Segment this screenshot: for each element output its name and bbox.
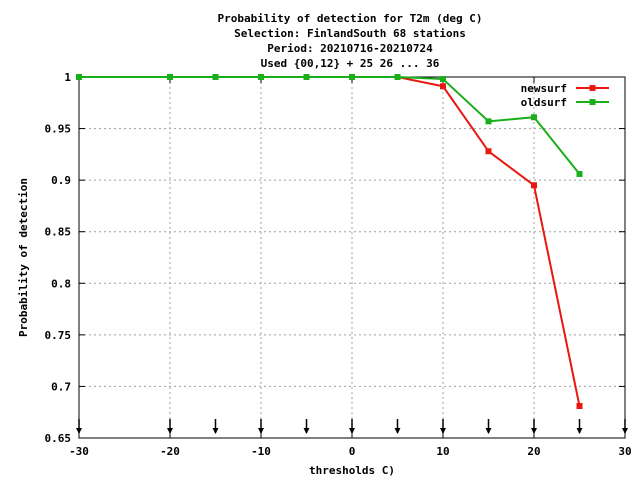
y-tick-label: 0.8 — [51, 277, 71, 290]
data-point-newsurf — [440, 83, 446, 90]
threshold-arrow-head — [440, 428, 446, 434]
data-point-newsurf — [485, 148, 492, 155]
threshold-arrow-head — [76, 428, 82, 434]
y-tick-label: 0.9 — [51, 174, 71, 187]
threshold-arrow-head — [531, 428, 537, 434]
threshold-arrow-head — [303, 428, 310, 434]
x-axis-label: thresholds C) — [309, 464, 395, 477]
threshold-arrow-head — [576, 428, 583, 434]
threshold-arrow-head — [485, 428, 492, 434]
data-point-newsurf — [531, 182, 537, 189]
data-point-oldsurf — [76, 74, 82, 80]
threshold-arrow-head — [258, 428, 264, 434]
x-tick-label: 10 — [436, 445, 449, 458]
x-tick-label: 30 — [618, 445, 631, 458]
x-tick-label: -30 — [69, 445, 89, 458]
y-tick-label: 0.7 — [51, 380, 71, 393]
threshold-arrow-head — [349, 428, 355, 434]
threshold-arrow-head — [167, 428, 173, 434]
threshold-arrow-head — [212, 428, 219, 434]
series — [76, 74, 583, 410]
legend-marker-oldsurf — [589, 99, 596, 105]
data-point-oldsurf — [349, 74, 355, 80]
threshold-arrow-head — [622, 428, 628, 434]
x-tick-label: -10 — [251, 445, 271, 458]
series-line-newsurf — [79, 76, 581, 407]
legend-label-newsurf: newsurf — [521, 82, 567, 95]
title-line: Selection: FinlandSouth 68 stations — [234, 27, 466, 40]
data-point-oldsurf — [576, 170, 583, 177]
threshold-arrow-head — [394, 428, 401, 434]
y-tick-label: 0.95 — [45, 123, 72, 136]
x-tick-label: 0 — [349, 445, 356, 458]
title-line: Period: 20210716-20210724 — [267, 42, 433, 55]
data-point-oldsurf — [258, 74, 264, 80]
threshold-arrows — [76, 419, 628, 434]
data-point-newsurf — [576, 403, 583, 410]
data-point-oldsurf — [485, 118, 492, 125]
data-point-oldsurf — [212, 74, 219, 80]
data-point-oldsurf — [440, 76, 446, 83]
title-line: Probability of detection for T2m (deg C) — [218, 12, 483, 25]
x-tick-labels: -30 -20 -10 0 10 20 30 — [69, 445, 632, 458]
grid — [79, 77, 625, 438]
x-tick-label: -20 — [160, 445, 180, 458]
series-line-oldsurf — [79, 76, 581, 175]
legend-marker-newsurf — [589, 85, 596, 91]
data-point-oldsurf — [167, 74, 173, 80]
y-tick-label: 0.65 — [45, 432, 72, 445]
y-tick-label: 1 — [64, 71, 71, 84]
y-tick-labels: 0.65 0.7 0.75 0.8 0.85 0.9 0.95 1 — [45, 71, 72, 445]
data-point-oldsurf — [303, 74, 310, 80]
chart-title: Probability of detection for T2m (deg C)… — [218, 12, 483, 70]
data-point-oldsurf — [394, 74, 401, 80]
x-tick-label: 20 — [527, 445, 540, 458]
y-tick-label: 0.75 — [45, 329, 72, 342]
data-point-oldsurf — [531, 114, 537, 121]
y-tick-label: 0.85 — [45, 226, 72, 239]
y-axis-label: Probability of detection — [17, 178, 30, 337]
legend-label-oldsurf: oldsurf — [521, 96, 567, 109]
title-line: Used {00,12} + 25 26 ... 36 — [261, 57, 440, 70]
